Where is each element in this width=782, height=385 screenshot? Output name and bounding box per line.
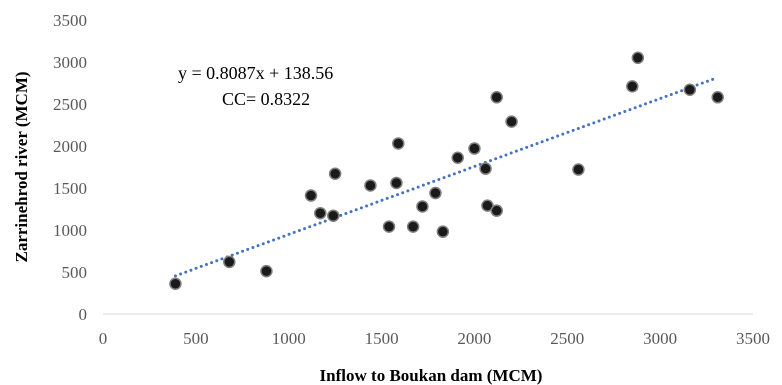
x-tick-label: 500 — [183, 329, 209, 348]
y-tick-label: 2500 — [53, 95, 87, 114]
data-point — [505, 115, 518, 128]
data-points — [169, 51, 724, 291]
data-point — [490, 204, 503, 217]
y-axis-title: Zarrinehrod river (MCM) — [12, 71, 31, 262]
data-point — [328, 167, 342, 180]
y-tick-label: 0 — [79, 305, 88, 324]
data-point — [436, 225, 450, 238]
data-point — [260, 264, 273, 278]
data-point — [429, 186, 442, 200]
cc-label: CC= 0.8322 — [222, 89, 310, 109]
data-point — [223, 255, 236, 269]
data-point — [631, 51, 645, 65]
equation-label: y = 0.8087x + 138.56 — [178, 63, 333, 83]
data-point — [683, 83, 697, 96]
y-tick-label: 3500 — [53, 11, 87, 30]
data-point — [490, 91, 503, 104]
x-tick-label: 2000 — [457, 329, 491, 348]
data-point — [711, 91, 724, 104]
x-axis-title: Inflow to Boukan dam (MCM) — [320, 366, 543, 385]
y-tick-label: 1000 — [53, 221, 87, 240]
data-point — [479, 162, 492, 175]
x-tick-label: 3500 — [736, 329, 770, 348]
data-point — [626, 80, 639, 93]
data-point — [406, 220, 420, 233]
data-point — [390, 176, 403, 190]
data-point — [304, 189, 318, 202]
tick-labels: 0 500 1000 1500 2000 2500 3000 3500 0 500 1000 1500… — [53, 11, 770, 348]
data-point — [314, 206, 327, 220]
y-tick-label: 1500 — [53, 179, 87, 198]
data-point — [327, 209, 340, 222]
data-point — [468, 142, 481, 155]
x-tick-label: 1500 — [365, 329, 399, 348]
data-point — [382, 220, 396, 233]
data-point — [572, 163, 585, 176]
data-point — [169, 277, 182, 291]
data-point — [364, 179, 377, 192]
data-point — [416, 200, 429, 213]
y-tick-label: 2000 — [53, 137, 87, 156]
x-tick-label: 1000 — [272, 329, 306, 348]
x-tick-label: 3000 — [643, 329, 677, 348]
data-point — [392, 137, 405, 150]
x-tick-label: 2500 — [550, 329, 584, 348]
y-tick-label: 500 — [62, 263, 88, 282]
data-point — [481, 199, 494, 212]
x-tick-label: 0 — [99, 329, 108, 348]
y-tick-label: 3000 — [53, 53, 87, 72]
data-point — [451, 151, 464, 165]
